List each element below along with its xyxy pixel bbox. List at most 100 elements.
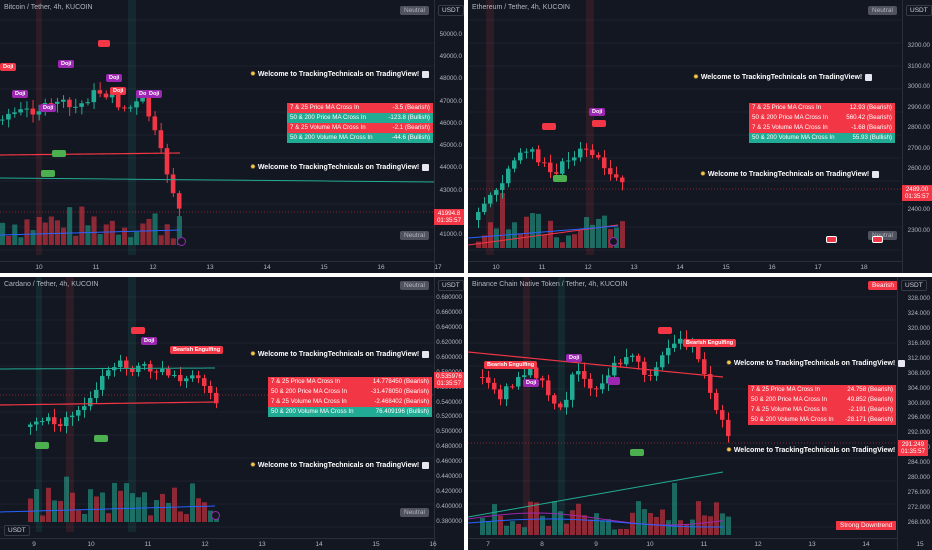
candle-body — [552, 395, 557, 404]
indicator-icon[interactable] — [609, 237, 618, 246]
table-row: 50 & 200 Volume MA Cross In 55.93 (Bullis… — [749, 133, 895, 143]
welcome-message: ✹ Welcome to TrackingTechnicals on Tradi… — [250, 461, 430, 469]
event-icon[interactable] — [826, 236, 837, 243]
candle-body — [566, 160, 571, 162]
candle-body — [166, 368, 171, 376]
currency-label[interactable]: USDT — [438, 5, 464, 16]
volume-bar — [82, 513, 87, 522]
price-tick-label: 0.440000 — [436, 473, 462, 481]
volume-bar — [620, 221, 625, 248]
candle-body — [480, 377, 485, 378]
price-axis[interactable]: USDT 3200.00 3100.00 3000.00 2900.00 2800.00… — [902, 0, 932, 273]
volume-bar — [602, 215, 607, 248]
chart-icon — [872, 170, 880, 178]
candle-body — [176, 193, 182, 209]
cardano-price-chart[interactable] — [0, 277, 434, 538]
event-icon[interactable] — [872, 236, 883, 243]
price-axis[interactable]: USDT 50000.0 49000.0 48000.0 47000.0 46000.0… — [434, 0, 464, 273]
volume-bar — [630, 512, 635, 535]
pattern-label: Doji — [523, 379, 540, 387]
volume-bar — [624, 528, 629, 535]
moving-average-line — [0, 367, 216, 370]
bitcoin-price-chart[interactable] — [0, 0, 434, 261]
chart-pane-binance-coin[interactable]: Binance Chain Native Token / Tether, 4h,… — [468, 277, 932, 550]
candle-body — [570, 374, 575, 400]
time-axis[interactable]: 78910111213141516 — [468, 538, 924, 550]
indicator-icon[interactable] — [211, 511, 220, 520]
chart-icon — [865, 73, 873, 81]
candle-body — [590, 149, 595, 156]
candle-body — [608, 168, 613, 175]
price-tick-label: 0.640000 — [436, 323, 462, 331]
price-tick-label: 320.000 — [907, 324, 930, 332]
status-badge-top: Neutral — [400, 281, 429, 290]
ma-cross-table: 7 & 25 Price MA Cross In -3.5 (Bearish) 5… — [287, 103, 433, 143]
volume-bar — [184, 514, 189, 522]
candle-body — [172, 374, 177, 376]
currency-label[interactable]: USDT — [438, 280, 464, 291]
status-badge-top: Neutral — [868, 6, 897, 15]
price-tick-label: 46000.0 — [439, 119, 462, 127]
volume-bar — [124, 483, 129, 522]
pattern-label: Do — [136, 90, 150, 98]
price-axis[interactable]: USDT 328.000 324.000 320.000 316.000 312.000… — [897, 277, 932, 550]
pattern-marker — [94, 435, 108, 442]
time-axis[interactable]: 10 11 12 13 14 15 16 17 — [0, 261, 442, 273]
volume-bar — [714, 502, 719, 535]
candle-body — [618, 362, 623, 365]
volume-bar — [726, 516, 731, 535]
time-tick-label: 18 — [860, 264, 868, 271]
pane-divider[interactable] — [464, 0, 468, 550]
volume-bar — [558, 511, 563, 535]
pattern-marker — [131, 327, 145, 334]
price-tick-label: 280.000 — [907, 474, 930, 482]
status-badge-bottom: Neutral — [868, 231, 897, 240]
currency-selector[interactable]: USDT — [4, 525, 30, 536]
welcome-message: ✹ Welcome to TrackingTechnicals on Tradi… — [726, 359, 906, 367]
volume-bar — [122, 227, 128, 245]
volume-bar — [702, 515, 707, 535]
candle-body — [516, 377, 521, 387]
pattern-marker — [35, 442, 49, 449]
chart-pane-ethereum[interactable]: Ethereum / Tether, 4h, KUCOIN Neutral Ne… — [468, 0, 932, 273]
volume-bar — [482, 235, 487, 248]
currency-label[interactable]: USDT — [901, 280, 927, 291]
volume-bar — [578, 230, 583, 248]
volume-bar — [134, 231, 140, 245]
time-tick-label: 15 — [320, 264, 328, 271]
welcome-message: ✹ Welcome to TrackingTechnicals on Tradi… — [250, 350, 430, 358]
volume-bar — [196, 498, 201, 522]
candle-body — [158, 130, 164, 149]
pattern-label: Doji — [40, 104, 57, 112]
candle-body — [476, 212, 481, 220]
chart-pane-cardano[interactable]: Cardano / Tether, 4h, KUCOIN Neutral Neu… — [0, 277, 464, 550]
price-tick-label: 41000.0 — [439, 231, 462, 238]
volume-bar — [28, 498, 33, 522]
price-tick-label: 268.000 — [907, 519, 930, 526]
price-axis[interactable]: USDT 0.680000 0.660000 0.640000 0.620000 0.6… — [434, 277, 464, 550]
currency-label[interactable]: USDT — [906, 5, 932, 16]
volume-bar — [67, 207, 73, 245]
ethereum-price-chart[interactable] — [468, 0, 902, 261]
volume-bar — [85, 225, 91, 245]
candle-body — [696, 344, 701, 360]
table-row: 7 & 25 Volume MA Cross In -2.191 (Bearish… — [748, 405, 896, 415]
sun-icon: ✹ — [726, 447, 732, 454]
price-tick-label: 0.400000 — [436, 503, 462, 511]
indicator-icon[interactable] — [177, 237, 186, 246]
time-axis[interactable]: 9 10 11 12 13 14 15 16 — [0, 538, 437, 550]
candle-body — [482, 203, 487, 213]
chart-pane-bitcoin[interactable]: Bitcoin / Tether, 4h, KUCOIN Neutral Neu… — [0, 0, 464, 273]
time-axis[interactable]: 10 11 12 13 14 15 16 17 18 — [468, 261, 902, 273]
candle-body — [64, 417, 69, 427]
candle-body — [48, 102, 54, 104]
candle-body — [52, 417, 57, 425]
candle-body — [666, 347, 671, 356]
chart-icon — [422, 70, 430, 78]
volume-bar — [666, 520, 671, 535]
candle-body — [97, 90, 103, 94]
table-row: 7 & 25 Volume MA Cross In -2.1 (Bearish) — [287, 123, 433, 133]
ma-cross-table: 7 & 25 Price MA Cross In 12.93 (Bearish) … — [749, 103, 895, 143]
volume-bar — [97, 234, 103, 245]
volume-bar — [612, 529, 617, 535]
